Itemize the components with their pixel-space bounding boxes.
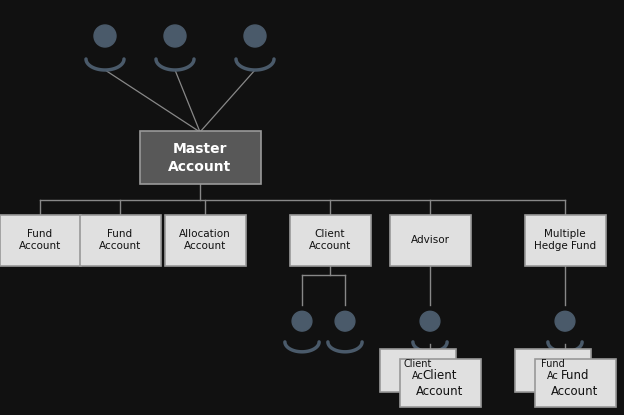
FancyBboxPatch shape <box>165 215 245 266</box>
FancyBboxPatch shape <box>79 215 160 266</box>
Text: Fund
Account: Fund Account <box>552 369 598 398</box>
Text: Allocation
Account: Allocation Account <box>179 229 231 251</box>
Circle shape <box>164 25 186 47</box>
Text: Client
Account: Client Account <box>416 369 464 398</box>
FancyBboxPatch shape <box>380 349 456 391</box>
Text: Advisor: Advisor <box>411 235 449 245</box>
FancyBboxPatch shape <box>535 359 615 407</box>
Text: Master
Account: Master Account <box>168 142 232 173</box>
FancyBboxPatch shape <box>290 215 371 266</box>
FancyBboxPatch shape <box>389 215 470 266</box>
Circle shape <box>420 311 440 331</box>
FancyBboxPatch shape <box>0 215 80 266</box>
Circle shape <box>335 311 355 331</box>
Circle shape <box>292 311 312 331</box>
Circle shape <box>94 25 116 47</box>
FancyBboxPatch shape <box>525 215 605 266</box>
Circle shape <box>244 25 266 47</box>
Text: Multiple
Hedge Fund: Multiple Hedge Fund <box>534 229 596 251</box>
Text: Client
Account: Client Account <box>309 229 351 251</box>
FancyBboxPatch shape <box>515 349 591 391</box>
FancyBboxPatch shape <box>140 132 260 185</box>
Text: Fund
Account: Fund Account <box>19 229 61 251</box>
Text: Fund
Ac: Fund Ac <box>541 359 565 381</box>
Circle shape <box>555 311 575 331</box>
Text: Fund
Account: Fund Account <box>99 229 141 251</box>
Text: Client
Ac: Client Ac <box>404 359 432 381</box>
FancyBboxPatch shape <box>399 359 480 407</box>
